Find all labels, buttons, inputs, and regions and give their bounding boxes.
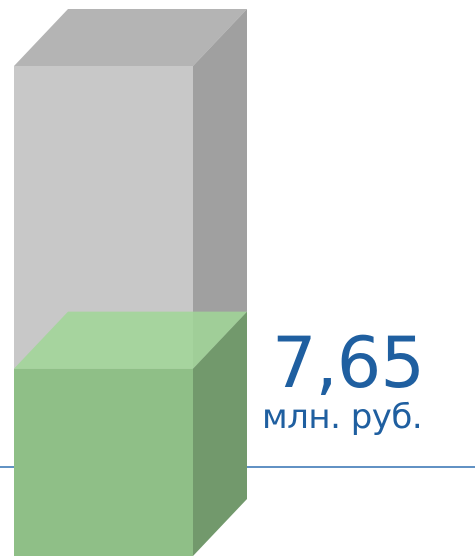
bar-segment-remainder-side	[193, 9, 247, 369]
bar-segment-value-top	[14, 311, 247, 369]
bar-segment-value-side	[193, 311, 247, 556]
bar-segment-remainder-top	[14, 9, 247, 66]
bar-segment-value-front	[14, 368, 193, 556]
unit-label: млн. руб.	[262, 397, 423, 437]
value-label: 7,65	[272, 322, 425, 404]
bar-segment-remainder-front	[14, 66, 193, 369]
